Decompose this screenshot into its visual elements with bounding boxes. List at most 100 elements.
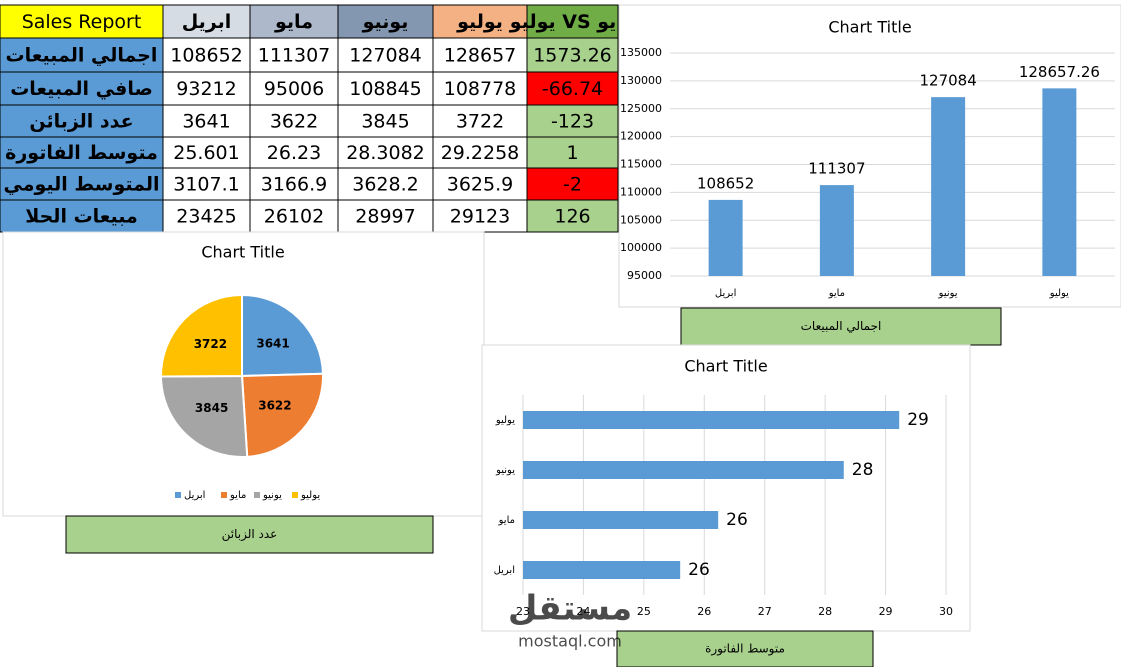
legend-swatch: [221, 492, 227, 498]
row-label: صافي المبيعات: [10, 78, 153, 100]
change: 126: [554, 206, 590, 228]
bar: [931, 97, 966, 276]
bar: [819, 185, 854, 276]
header: Sales Report: [22, 11, 142, 33]
change: -66.74: [542, 78, 603, 100]
change-cell: [526, 37, 619, 73]
slice-label: 3622: [258, 399, 291, 413]
header: مايو: [274, 11, 313, 33]
caption: اجمالي المبيعات: [801, 319, 882, 333]
pie-slice: [240, 372, 324, 458]
category-label: يوليو: [1049, 288, 1069, 299]
legend-label: ابريل: [184, 490, 205, 501]
watermark: mostaql.com: [518, 632, 622, 651]
row-label-cell: [0, 199, 164, 233]
x-tick-label: 30: [939, 605, 953, 618]
value-label: 127084: [919, 72, 976, 90]
value-label: 26: [726, 510, 748, 530]
header-cell: [337, 4, 434, 39]
value: 26.23: [267, 142, 321, 164]
row-label-cell: [0, 136, 164, 169]
header: يوليو VS مايو: [509, 11, 635, 33]
caption: متوسط الفاتورة: [705, 642, 785, 657]
change: 1: [566, 142, 578, 164]
header: يونيو: [362, 11, 409, 33]
y-tick-label: 110000: [620, 185, 662, 198]
y-tick-label: 100000: [620, 241, 662, 254]
x-tick-label: 24: [576, 605, 590, 618]
y-tick-label: 130000: [620, 74, 662, 87]
value-label: 108652: [697, 174, 754, 192]
legend-swatch: [254, 492, 260, 498]
header-cell: [526, 4, 619, 39]
category-label: مايو: [828, 288, 845, 299]
chart-panel: [481, 344, 971, 632]
row-label: المتوسط اليومي: [4, 174, 160, 196]
change-cell: [526, 104, 619, 138]
value-cell: [432, 199, 528, 233]
pie-slice: [159, 374, 249, 458]
bar: [523, 561, 681, 579]
row-label: مبيعات الحلا: [25, 206, 138, 228]
value: 3166.9: [261, 174, 327, 196]
value: 26102: [264, 206, 324, 228]
bar: [1042, 88, 1077, 276]
x-tick-label: 27: [758, 605, 772, 618]
watermark: مستقل: [508, 589, 632, 629]
header-cell: [162, 4, 251, 39]
change: -2: [563, 174, 582, 196]
pie-slice: [241, 293, 324, 378]
value-cell: [249, 37, 339, 73]
value-cell: [337, 104, 434, 138]
value-label: 111307: [808, 160, 865, 178]
y-tick-label: 120000: [620, 130, 662, 143]
caption: عدد الزبائن: [222, 527, 278, 542]
change: 1573.26: [533, 45, 612, 67]
value: 128657: [444, 45, 517, 67]
value: 28.3082: [346, 142, 425, 164]
legend-label: يوليو: [300, 490, 320, 501]
value-cell: [162, 37, 251, 73]
value: 127084: [349, 45, 422, 67]
chart-title: Chart Title: [828, 18, 911, 37]
y-tick-label: 95000: [627, 269, 662, 282]
value-label: 28: [852, 460, 874, 480]
value-cell: [432, 104, 528, 138]
value: 3625.9: [447, 174, 513, 196]
value: 95006: [264, 78, 324, 100]
value: 3107.1: [173, 174, 239, 196]
x-tick-label: 26: [697, 605, 711, 618]
y-tick-label: 135000: [620, 46, 662, 59]
slice-label: 3722: [194, 337, 227, 351]
x-tick-label: 25: [637, 605, 651, 618]
legend-label: يونيو: [262, 490, 282, 501]
category-label: ابريل: [715, 288, 736, 299]
row-label: متوسط الفاتورة: [5, 142, 158, 164]
value-cell: [162, 104, 251, 138]
x-tick-label: 29: [879, 605, 893, 618]
value-label: 128657.26: [1019, 63, 1100, 81]
value: 3628.2: [352, 174, 418, 196]
bar: [523, 461, 844, 479]
value-cell: [162, 71, 251, 106]
bar: [523, 511, 719, 529]
pie-slice: [160, 293, 243, 378]
x-tick-label: 23: [516, 605, 530, 618]
bar: [523, 411, 900, 429]
category-label: مايو: [498, 515, 515, 526]
legend-swatch: [292, 492, 298, 498]
value: 3722: [456, 111, 504, 133]
slice-label: 3845: [195, 401, 228, 415]
value: 111307: [258, 45, 331, 67]
change-cell: [526, 136, 619, 169]
value: 3845: [361, 111, 409, 133]
caption-box: [616, 630, 874, 667]
row-label-cell: [0, 104, 164, 138]
legend-label: مايو: [229, 490, 246, 501]
caption-box: [65, 515, 434, 554]
value: 108652: [170, 45, 243, 67]
chart-panel: [618, 4, 1121, 308]
header-cell: [432, 4, 528, 39]
y-tick-label: 105000: [620, 213, 662, 226]
